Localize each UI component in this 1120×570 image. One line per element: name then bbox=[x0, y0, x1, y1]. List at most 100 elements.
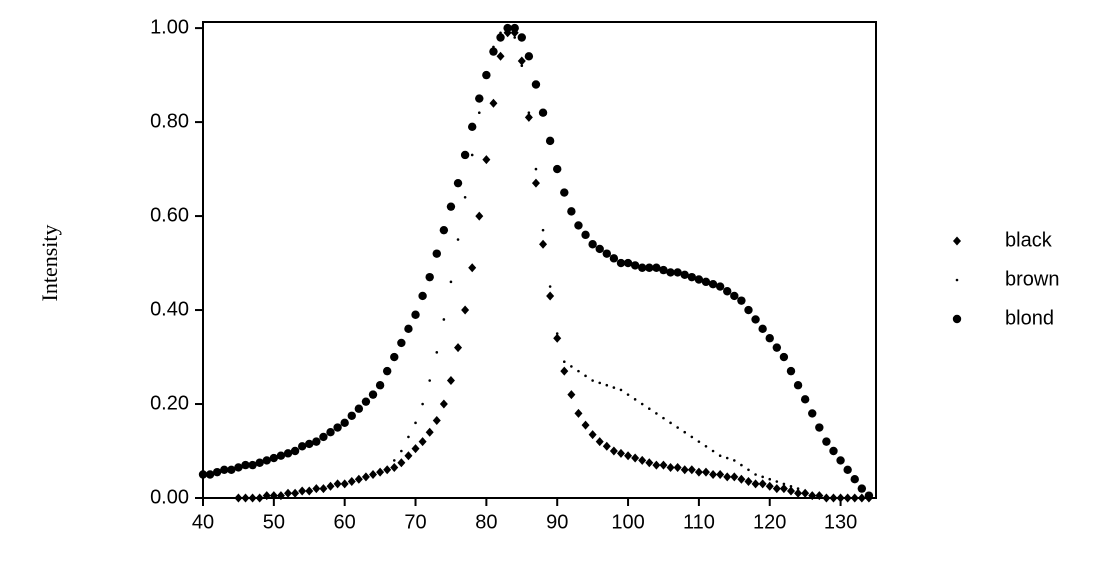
point bbox=[701, 277, 711, 287]
point bbox=[630, 261, 640, 270]
point bbox=[385, 468, 389, 472]
point bbox=[470, 153, 474, 157]
point bbox=[492, 45, 495, 49]
point bbox=[779, 484, 788, 494]
point bbox=[754, 473, 757, 476]
point bbox=[546, 291, 555, 301]
point bbox=[836, 456, 845, 465]
point bbox=[772, 343, 782, 352]
point bbox=[588, 430, 597, 440]
point bbox=[822, 437, 831, 446]
y-tick-label: 0.00 bbox=[150, 486, 189, 508]
point bbox=[638, 455, 647, 465]
point bbox=[397, 338, 406, 348]
point bbox=[404, 324, 413, 334]
point bbox=[725, 456, 729, 460]
point bbox=[248, 493, 257, 503]
point bbox=[645, 458, 654, 468]
point bbox=[574, 221, 583, 230]
point bbox=[829, 493, 838, 503]
point bbox=[418, 437, 427, 447]
point bbox=[673, 268, 682, 277]
point bbox=[212, 467, 222, 477]
point bbox=[683, 430, 687, 434]
point bbox=[730, 291, 739, 301]
x-tick-label: 60 bbox=[334, 511, 356, 533]
point bbox=[737, 474, 746, 484]
point bbox=[595, 244, 604, 254]
point bbox=[704, 445, 708, 448]
point bbox=[461, 305, 470, 315]
point bbox=[411, 444, 420, 454]
point bbox=[747, 468, 750, 472]
x-tick-label: 70 bbox=[404, 511, 426, 533]
point bbox=[276, 451, 286, 460]
point bbox=[758, 479, 767, 489]
point bbox=[662, 416, 665, 420]
point bbox=[652, 263, 661, 272]
point bbox=[772, 484, 781, 494]
point bbox=[836, 493, 845, 503]
x-tick-label: 40 bbox=[192, 511, 214, 533]
point bbox=[687, 465, 696, 475]
point bbox=[567, 390, 576, 400]
point bbox=[326, 428, 335, 437]
point bbox=[570, 365, 573, 368]
point bbox=[638, 263, 647, 272]
point bbox=[850, 475, 859, 484]
point bbox=[290, 446, 300, 456]
point bbox=[400, 449, 403, 453]
point bbox=[609, 254, 619, 263]
point bbox=[489, 47, 498, 56]
point bbox=[435, 351, 439, 354]
point bbox=[361, 472, 370, 482]
point bbox=[284, 488, 293, 498]
point bbox=[640, 402, 644, 406]
point bbox=[857, 484, 867, 493]
point bbox=[354, 474, 363, 484]
point bbox=[414, 421, 417, 425]
point bbox=[779, 352, 789, 362]
point bbox=[234, 493, 243, 503]
point bbox=[652, 460, 661, 470]
point bbox=[276, 491, 285, 501]
point bbox=[602, 249, 611, 258]
y-tick-label: 0.80 bbox=[150, 110, 189, 132]
point bbox=[425, 272, 434, 282]
point bbox=[205, 470, 215, 479]
point bbox=[496, 51, 505, 61]
point bbox=[340, 418, 349, 428]
point bbox=[843, 493, 852, 503]
point bbox=[456, 238, 460, 241]
point bbox=[864, 493, 873, 503]
point bbox=[453, 178, 463, 188]
point bbox=[577, 369, 580, 373]
point bbox=[669, 421, 672, 425]
point bbox=[730, 472, 739, 482]
point bbox=[633, 398, 637, 401]
point bbox=[397, 458, 406, 468]
point bbox=[368, 390, 378, 399]
point bbox=[485, 73, 488, 77]
point bbox=[432, 415, 441, 425]
point bbox=[319, 432, 328, 442]
point bbox=[655, 412, 658, 415]
point bbox=[241, 493, 250, 503]
point bbox=[818, 494, 821, 497]
point bbox=[262, 456, 271, 465]
legend-label: brown bbox=[1005, 268, 1059, 290]
point bbox=[775, 480, 779, 483]
point bbox=[673, 462, 682, 472]
point bbox=[793, 381, 803, 390]
point bbox=[418, 291, 427, 301]
point bbox=[312, 484, 321, 494]
point bbox=[520, 64, 524, 67]
point bbox=[446, 376, 455, 386]
point bbox=[517, 56, 526, 66]
legend-label: blond bbox=[1005, 307, 1054, 329]
point bbox=[624, 451, 633, 461]
point bbox=[262, 491, 271, 501]
point bbox=[545, 136, 555, 146]
point bbox=[305, 486, 314, 496]
point bbox=[439, 399, 448, 409]
